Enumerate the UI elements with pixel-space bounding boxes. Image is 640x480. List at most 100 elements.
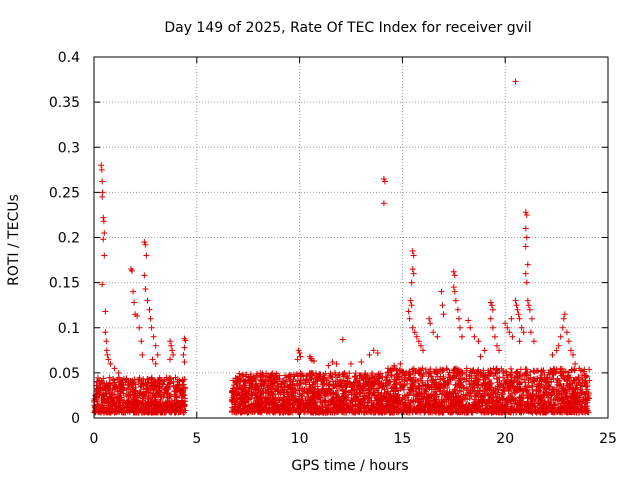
data-point	[297, 353, 304, 360]
band-point	[556, 395, 563, 402]
band-point	[346, 405, 353, 412]
band-point	[288, 372, 295, 379]
data-point	[181, 344, 188, 351]
band-point	[546, 402, 553, 409]
band-point	[172, 374, 179, 381]
band-point	[447, 405, 454, 412]
band-point	[334, 393, 341, 400]
y-axis-ticks: 0 0.05 0.1 0.15 0.2 0.25 0.3 0.35 0.4	[49, 50, 608, 427]
band-point	[251, 409, 258, 416]
band-point	[149, 380, 156, 387]
band-point	[158, 393, 165, 400]
data-point	[154, 351, 161, 358]
data-point	[514, 306, 521, 313]
band-point	[234, 392, 241, 399]
band-point	[416, 399, 423, 406]
band-point	[230, 377, 237, 384]
data-point	[523, 211, 530, 218]
band-point	[341, 378, 348, 385]
data-point	[516, 338, 523, 345]
data-point	[168, 342, 175, 349]
band-point	[453, 394, 460, 401]
data-point	[450, 284, 457, 291]
band-point	[531, 377, 538, 384]
band-point	[363, 408, 370, 415]
band-point	[394, 385, 401, 392]
band-point	[300, 399, 307, 406]
band-point	[280, 378, 287, 385]
band-point	[437, 385, 444, 392]
band-point	[401, 382, 408, 389]
band-point	[507, 409, 514, 416]
band-point	[395, 373, 402, 380]
band-point	[306, 402, 313, 409]
data-point	[452, 297, 459, 304]
band-point	[428, 397, 435, 404]
band-point	[230, 381, 237, 388]
data-point	[130, 288, 137, 295]
band-point	[375, 370, 382, 377]
band-point	[490, 372, 497, 379]
band-point	[132, 387, 139, 394]
band-point	[421, 391, 428, 398]
band-point	[520, 391, 527, 398]
data-point	[405, 308, 412, 315]
band-point	[396, 407, 403, 414]
band-point	[166, 391, 173, 398]
band-point	[549, 385, 556, 392]
band-point	[246, 379, 253, 386]
data-point	[434, 333, 441, 340]
band-point	[360, 375, 367, 382]
band-point	[492, 369, 499, 376]
band-point	[247, 395, 254, 402]
band-point	[581, 400, 588, 407]
data-point	[141, 272, 148, 279]
band-point	[101, 396, 108, 403]
band-point	[291, 373, 298, 380]
band-point	[296, 387, 303, 394]
data-point	[454, 306, 461, 313]
data-point	[471, 333, 478, 340]
band-point	[297, 408, 304, 415]
band-point	[518, 376, 525, 383]
band-point	[364, 380, 371, 387]
band-point	[309, 381, 316, 388]
band-point	[343, 388, 350, 395]
band-point	[180, 381, 187, 388]
band-point	[256, 398, 263, 405]
band-point	[320, 380, 327, 387]
y-tick-label: 0.05	[49, 366, 80, 382]
band-point	[343, 402, 350, 409]
band-point	[499, 374, 506, 381]
band-point	[304, 409, 311, 416]
band-point	[105, 399, 112, 406]
band-point	[337, 397, 344, 404]
band-point	[229, 387, 236, 394]
band-point	[104, 385, 111, 392]
band-point	[124, 408, 131, 415]
band-point	[262, 373, 269, 380]
band-point	[351, 373, 358, 380]
band-point	[244, 407, 251, 414]
band-point	[529, 383, 536, 390]
band-point	[249, 385, 256, 392]
data-point	[522, 243, 529, 250]
band-point	[274, 380, 281, 387]
data-point	[138, 338, 145, 345]
data-point	[555, 342, 562, 349]
data-point	[504, 324, 511, 331]
band-point	[279, 405, 286, 412]
band-point	[345, 406, 352, 413]
data-point	[339, 336, 346, 343]
band-point	[420, 396, 427, 403]
data-point	[487, 299, 494, 306]
band-point	[319, 403, 326, 410]
band-point	[462, 406, 469, 413]
data-point	[141, 239, 148, 246]
y-tick-label: 0.35	[49, 95, 80, 111]
band-point	[147, 387, 154, 394]
band-point	[298, 393, 305, 400]
band-point	[478, 382, 485, 389]
band-point	[483, 385, 490, 392]
band-point	[524, 369, 531, 376]
